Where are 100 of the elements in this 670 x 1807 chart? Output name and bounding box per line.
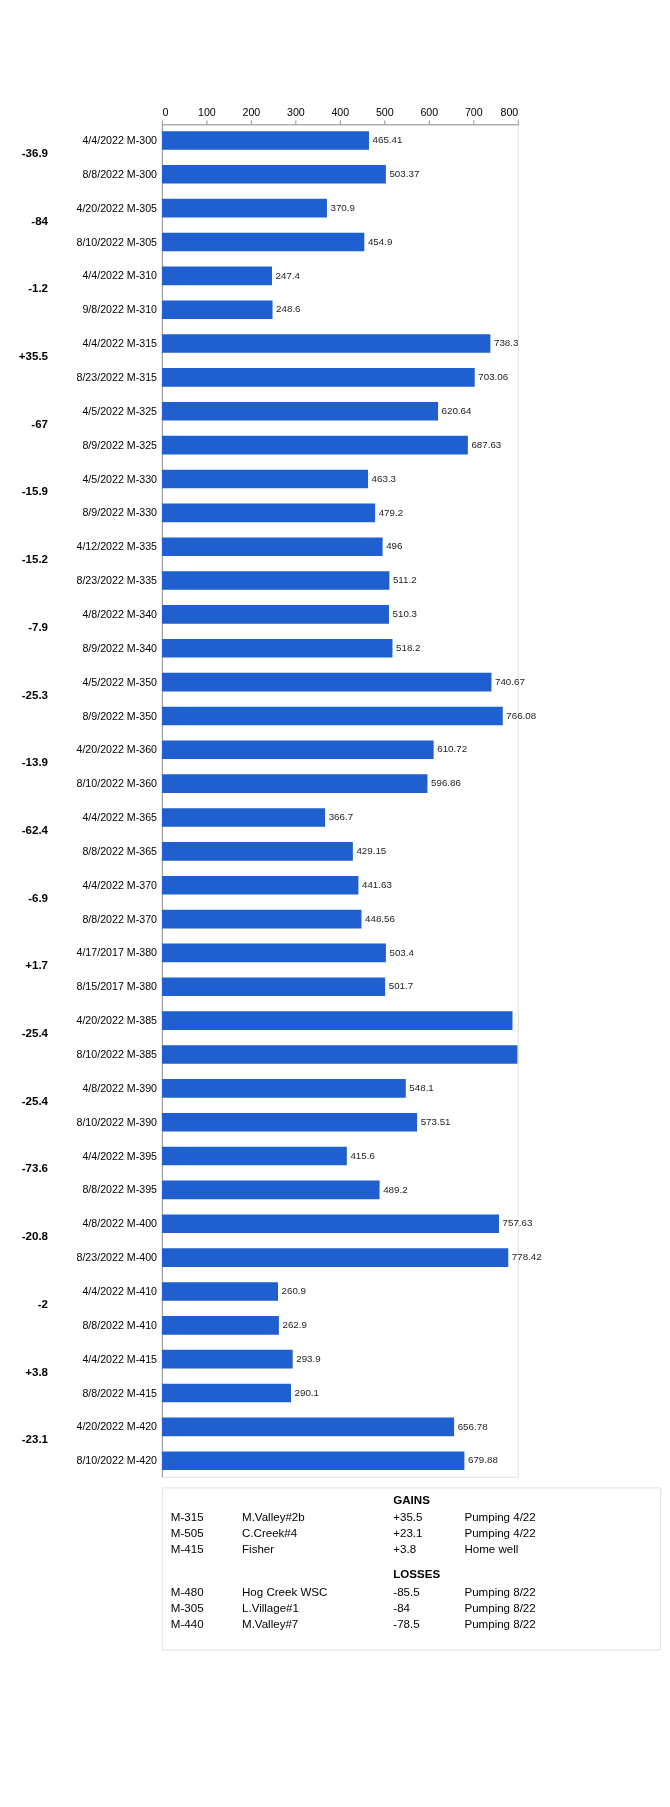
bar (161, 571, 390, 590)
text: Fisher (242, 1543, 275, 1556)
x-tick-label: 600 (420, 105, 439, 118)
y-tick-label: 4/20/2022 M-420 (76, 1420, 158, 1433)
bar (161, 334, 491, 353)
y-tick-label: 8/8/2022 M-415 (82, 1386, 158, 1399)
bar (161, 638, 393, 658)
text: -84 (393, 1602, 411, 1615)
x-tick-label: 700 (464, 105, 483, 118)
text: +35.5 (18, 349, 49, 362)
data-label: 370.9 (330, 201, 355, 213)
y-tick-label: 4/12/2022 M-335 (76, 540, 158, 553)
text: -15.2 (21, 553, 49, 566)
data-label: 441.63 (361, 878, 392, 890)
y-tick-label: 8/23/2022 M-335 (76, 574, 158, 587)
data-label: 465.41 (372, 134, 403, 146)
text: -13.9 (21, 756, 49, 769)
bar (161, 368, 475, 387)
x-tick-label: 800 (500, 105, 519, 118)
text: Home well (464, 1543, 519, 1556)
text: -25.4 (21, 1027, 49, 1040)
data-label: 740.67 (495, 675, 525, 687)
bar (161, 842, 353, 861)
text: -73.6 (21, 1162, 49, 1175)
y-tick-label: 4/8/2022 M-390 (82, 1081, 158, 1094)
text: Hog Creek WSC (242, 1586, 328, 1599)
y-tick-label: 8/23/2022 M-315 (76, 370, 158, 383)
text: LOSSES (393, 1568, 441, 1581)
text: -1.2 (28, 282, 49, 295)
data-label: 510.3 (392, 608, 417, 620)
data-label: 247.4 (275, 269, 301, 281)
text: -15.9 (21, 485, 49, 498)
bar (161, 943, 386, 963)
text: M-480 (170, 1586, 204, 1599)
bar (161, 164, 386, 184)
data-label: 454.9 (367, 235, 393, 247)
bar (161, 1417, 455, 1437)
bar (161, 300, 273, 320)
bar (161, 875, 359, 895)
bar (161, 469, 369, 489)
data-label: 496 (386, 540, 403, 552)
y-tick-label: 4/4/2022 M-395 (82, 1149, 158, 1162)
x-tick-label: 100 (197, 105, 216, 118)
y-tick-label: 8/9/2022 M-340 (82, 641, 158, 654)
bar (161, 740, 434, 760)
text: C.Creek#4 (242, 1527, 298, 1540)
bar (161, 1451, 465, 1471)
y-tick-label: 4/4/2022 M-365 (82, 811, 158, 824)
y-tick-label: 8/8/2022 M-410 (82, 1318, 158, 1331)
text: M-440 (170, 1618, 204, 1631)
y-tick-label: 8/10/2022 M-305 (76, 235, 158, 248)
data-label: 429.15 (356, 845, 387, 857)
y-tick-label: 9/8/2022 M-310 (82, 303, 158, 316)
y-tick-label: 8/23/2022 M-400 (76, 1251, 158, 1264)
text: L.Village#1 (242, 1602, 299, 1615)
y-tick-label: 8/10/2022 M-385 (76, 1048, 158, 1061)
x-tick-label: 0 (162, 105, 169, 118)
text: -23.1 (21, 1433, 49, 1446)
y-tick-label: 4/4/2022 M-370 (82, 878, 158, 891)
data-label: 501.7 (388, 980, 414, 992)
text: +1.7 (25, 959, 49, 972)
x-tick-label: 300 (286, 105, 305, 118)
bar (161, 1146, 347, 1166)
bar (161, 672, 492, 692)
text: Pumping 4/22 (464, 1527, 536, 1540)
data-label: 757.63 (502, 1217, 533, 1229)
y-tick-label: 4/4/2022 M-300 (82, 134, 158, 146)
bar (161, 266, 272, 286)
y-tick-label: 4/20/2022 M-360 (76, 743, 158, 756)
data-label: 260.9 (281, 1285, 307, 1297)
bar (161, 1383, 291, 1403)
bar (161, 1316, 279, 1335)
data-label: 262.9 (282, 1318, 307, 1330)
data-label: 620.64 (441, 404, 473, 416)
data-label: 656.78 (457, 1420, 488, 1432)
y-tick-label: 4/4/2022 M-310 (82, 269, 158, 282)
text: M-305 (170, 1602, 204, 1615)
data-label: 518.2 (396, 641, 421, 653)
data-label: 610.72 (437, 743, 468, 755)
y-tick-label: 8/9/2022 M-325 (82, 438, 158, 451)
bar (161, 232, 365, 252)
bar (161, 1180, 380, 1200)
text: -25.4 (21, 1094, 49, 1107)
bar (161, 977, 386, 997)
y-tick-label: 4/5/2022 M-325 (82, 404, 158, 417)
data-label: 778.42 (511, 1251, 542, 1263)
y-tick-label: 8/8/2022 M-370 (82, 912, 158, 925)
y-tick-label: 8/9/2022 M-350 (82, 709, 158, 722)
bar (161, 706, 503, 726)
data-label: 293.9 (296, 1352, 321, 1364)
text: +3.8 (393, 1543, 417, 1556)
y-tick-label: 8/10/2022 M-390 (76, 1115, 158, 1128)
text: -84 (31, 214, 49, 227)
text: +35.5 (393, 1511, 423, 1524)
bar (161, 808, 326, 827)
data-label: 596.86 (431, 777, 461, 789)
bar (161, 1248, 509, 1267)
text: -2 (37, 1297, 49, 1310)
data-label: 415.6 (350, 1149, 375, 1161)
text: -25.3 (21, 688, 49, 701)
